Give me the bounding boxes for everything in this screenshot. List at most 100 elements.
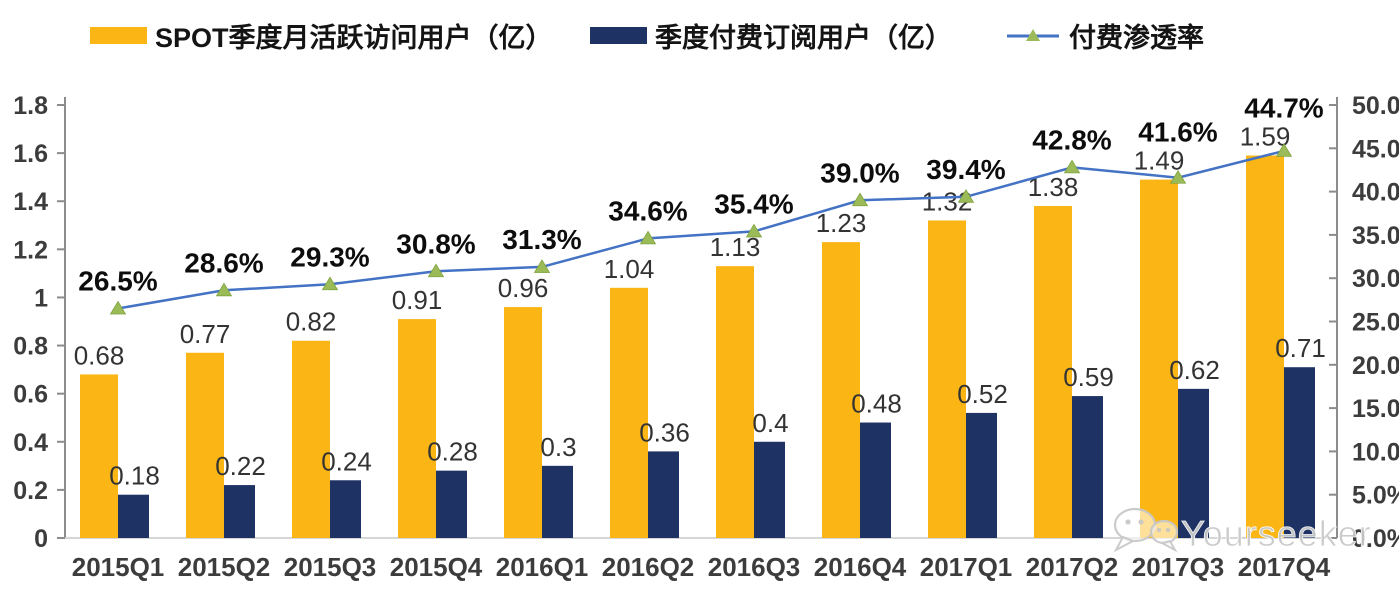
right-axis-tick-label: 30.0% — [1352, 265, 1399, 293]
right-axis-tick-label: 40.0% — [1352, 179, 1399, 207]
mau-value-label: 1.23 — [816, 208, 867, 238]
left-axis-tick-label: 0.2 — [13, 477, 48, 505]
right-axis-tick-label: 35.0% — [1352, 222, 1399, 250]
penetration-rate-label: 39.4% — [926, 154, 1005, 185]
bar-subscribers-2015Q2 — [224, 485, 255, 538]
right-axis-tick-label: 25.0% — [1352, 309, 1399, 337]
bar-subscribers-2016Q2 — [648, 451, 679, 538]
penetration-rate-label: 39.0% — [820, 157, 899, 188]
legend-label-penetration: 付费渗透率 — [1069, 23, 1204, 53]
penetration-rate-label: 44.7% — [1244, 93, 1323, 124]
left-axis-tick-label: 0.6 — [13, 381, 48, 409]
penetration-rate-label: 31.3% — [502, 224, 581, 255]
wechat-icon — [1138, 519, 1144, 525]
left-axis-tick-label: 1.2 — [13, 236, 48, 264]
right-axis-tick-label: 50.0% — [1352, 92, 1399, 120]
mau-value-label: 0.91 — [392, 285, 443, 315]
bar-mau-2015Q1 — [80, 374, 118, 538]
bar-subscribers-2017Q1 — [966, 412, 997, 538]
bar-subscribers-2016Q1 — [542, 465, 573, 538]
x-axis-category-label: 2016Q2 — [602, 552, 695, 582]
subscriber-value-label: 0.62 — [1169, 355, 1220, 385]
wechat-icon — [1113, 507, 1157, 543]
mau-value-label: 0.82 — [286, 307, 337, 337]
bar-mau-2016Q2 — [610, 287, 648, 538]
triangle-marker — [215, 282, 233, 297]
penetration-line-swatch — [1007, 28, 1059, 41]
x-axis-category-label: 2017Q2 — [1026, 552, 1119, 582]
right-axis-tick-label: 5.0% — [1352, 482, 1399, 510]
wechat-icon — [1159, 539, 1178, 553]
triangle-marker — [533, 259, 551, 273]
penetration-rate-label: 30.8% — [396, 228, 475, 259]
left-axis-tick-label: 0 — [34, 525, 48, 553]
penetration-rate-label: 41.6% — [1138, 117, 1217, 148]
bar-mau-2017Q3 — [1140, 179, 1178, 539]
bar-mau-2016Q4 — [822, 242, 860, 538]
triangle-marker — [1169, 169, 1187, 184]
legend-item-mau: SPOT季度月活跃访问用户（亿） — [90, 16, 553, 55]
x-axis-category-label: 2015Q2 — [178, 552, 271, 582]
x-axis-category-label: 2015Q4 — [390, 552, 483, 582]
triangle-marker — [1275, 143, 1293, 157]
legend-label-subscribers: 季度付费订阅用户（亿） — [655, 23, 952, 53]
x-axis-category-label: 2017Q3 — [1132, 552, 1225, 582]
wechat-icon — [1156, 527, 1162, 533]
subscriber-value-label: 0.22 — [215, 451, 266, 481]
triangle-marker — [851, 192, 869, 207]
subscriber-value-label: 0.71 — [1275, 333, 1326, 363]
penetration-rate-label: 42.8% — [1032, 124, 1111, 155]
penetration-rate-line — [117, 149, 1285, 310]
x-axis-category-label: 2015Q3 — [284, 552, 377, 582]
bar-subscribers-2016Q3 — [754, 441, 785, 538]
bar-subscribers-2017Q4 — [1284, 367, 1315, 538]
bar-subscribers-2015Q1 — [118, 494, 149, 538]
bar-mau-2016Q3 — [716, 266, 754, 538]
mau-value-label: 0.68 — [74, 340, 125, 370]
subscriber-value-label: 0.52 — [957, 379, 1008, 409]
bar-subscribers-2015Q4 — [436, 470, 467, 538]
x-axis-category-label: 2017Q1 — [920, 552, 1013, 582]
watermark-text: Yourseeker — [1181, 513, 1372, 554]
penetration-rate-label: 26.5% — [78, 266, 157, 297]
penetration-rate-label: 29.3% — [290, 241, 369, 272]
subscriber-value-label: 0.36 — [639, 417, 690, 447]
right-axis-tick-label: 20.0% — [1352, 352, 1399, 380]
bar-mau-2017Q1 — [928, 220, 966, 538]
bar-mau-2017Q4 — [1246, 155, 1284, 538]
bar-mau-2015Q2 — [186, 352, 224, 538]
x-axis-category-label: 2016Q3 — [708, 552, 801, 582]
left-axis-tick-label: 1 — [34, 284, 48, 312]
legend-label-mau: SPOT季度月活跃访问用户（亿） — [155, 23, 553, 53]
bar-mau-2016Q1 — [504, 307, 542, 538]
subscriber-value-label: 0.18 — [109, 461, 160, 491]
legend-item-penetration: 付费渗透率 — [1005, 16, 1204, 55]
x-axis-category-label: 2017Q4 — [1238, 552, 1331, 582]
x-axis-category-label: 2016Q4 — [814, 552, 907, 582]
left-axis-tick-label: 1.8 — [13, 92, 48, 120]
right-axis-tick-label: 15.0% — [1352, 395, 1399, 423]
left-axis-tick-label: 0.8 — [13, 333, 48, 361]
bar-mau-2015Q4 — [398, 319, 436, 538]
subscriber-value-label: 0.59 — [1063, 362, 1114, 392]
bar-subscribers-2015Q3 — [330, 480, 361, 538]
right-axis-tick-label: 10.0% — [1352, 438, 1399, 466]
legend: SPOT季度月活跃访问用户（亿） 季度付费订阅用户（亿） 付费渗透率 — [0, 0, 1399, 62]
left-axis-tick-label: 1.6 — [13, 140, 48, 168]
bar-subscribers-2016Q4 — [860, 422, 891, 538]
triangle-marker — [321, 276, 339, 291]
triangle-marker — [957, 189, 975, 203]
bar-mau-2015Q3 — [292, 340, 330, 538]
wechat-icon — [1125, 519, 1131, 525]
triangle-marker — [427, 263, 445, 278]
mau-value-label: 1.04 — [604, 254, 655, 284]
watermark: Yourseeker — [1113, 507, 1372, 554]
left-axis-tick-label: 1.4 — [13, 188, 48, 216]
mau-value-label: 1.49 — [1134, 146, 1185, 176]
mau-series-swatch — [90, 27, 147, 44]
subscriber-value-label: 0.24 — [321, 446, 372, 476]
subscriber-value-label: 0.48 — [851, 389, 902, 419]
mau-value-label: 0.96 — [498, 273, 549, 303]
bar-subscribers-2017Q2 — [1072, 396, 1103, 538]
